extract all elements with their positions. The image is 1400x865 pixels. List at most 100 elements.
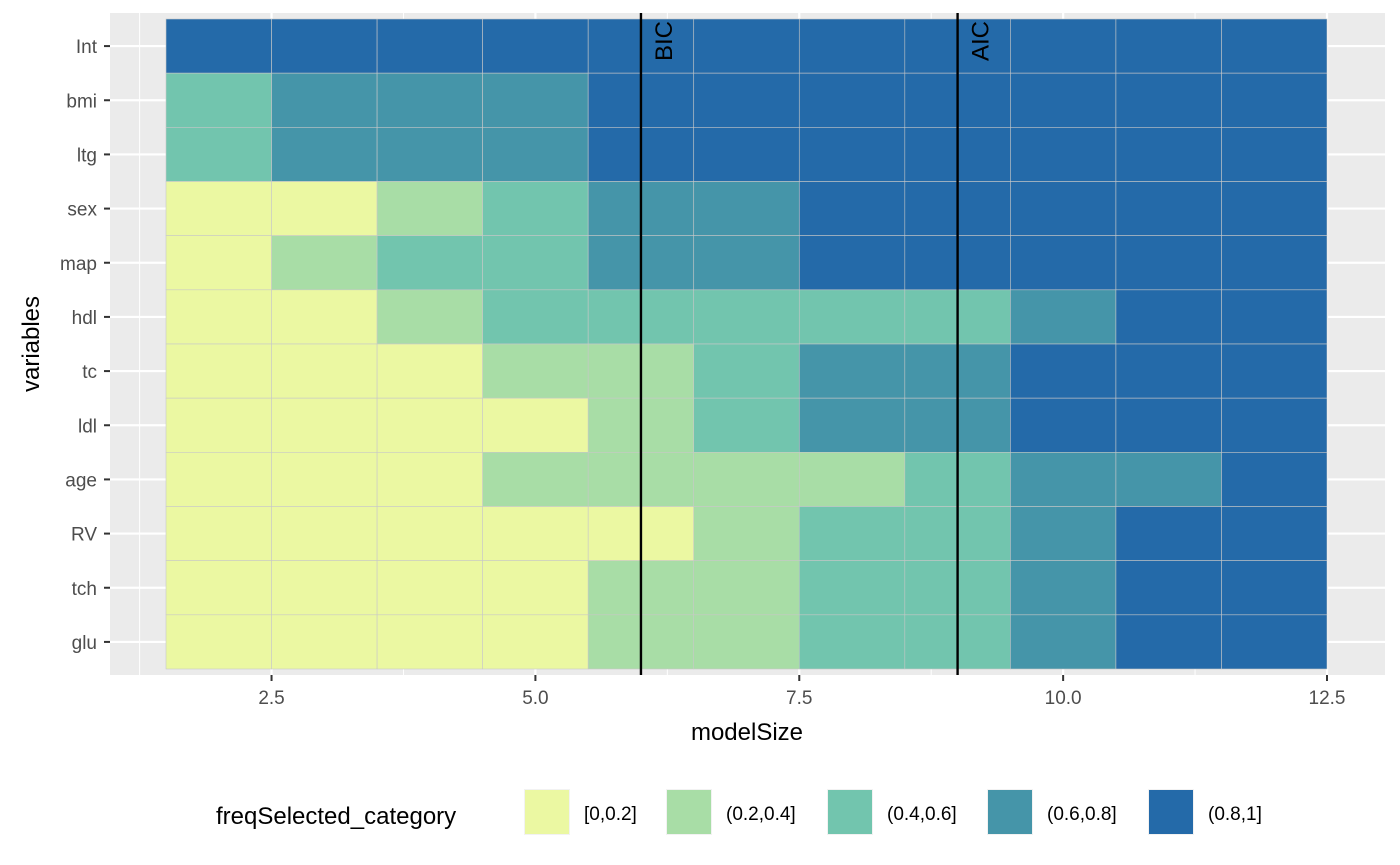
heatmap-cell	[482, 560, 589, 616]
legend-swatch	[828, 790, 872, 834]
y-tick-label: sex	[67, 200, 97, 221]
heatmap-cell	[376, 72, 483, 128]
heatmap-cell	[482, 452, 589, 507]
heatmap-cell	[482, 235, 589, 291]
heatmap-cell	[1221, 72, 1328, 128]
reference-lines: BIC AIC	[639, 13, 995, 675]
x-tick-label: 7.5	[786, 688, 812, 709]
heatmap-cell	[1010, 181, 1117, 236]
y-axis: Int bmi ltg sex map hdl tc ldl age RV tch glu	[60, 37, 110, 654]
y-tick-label: tc	[82, 362, 97, 383]
heatmap-cell	[1115, 506, 1222, 561]
y-tick-label: hdl	[72, 308, 97, 329]
heatmap-cell	[165, 452, 272, 507]
legend-label: [0,0.2]	[584, 804, 637, 825]
heatmap-cell	[165, 72, 272, 128]
heatmap-cell	[798, 397, 906, 453]
heatmap-cell	[271, 452, 378, 507]
heatmap-cell	[482, 614, 589, 670]
heatmap-cell	[798, 72, 906, 128]
heatmap-cell	[1010, 72, 1117, 128]
reference-line-label-aic: AIC	[968, 21, 995, 61]
heatmap-cell	[165, 18, 272, 74]
y-tick-label: Int	[76, 37, 98, 58]
heatmap-cell	[165, 127, 272, 182]
y-tick-label: ltg	[77, 145, 97, 166]
y-tick-label: tch	[72, 579, 97, 600]
heatmap-cell	[271, 506, 378, 561]
heatmap-cell	[1010, 614, 1117, 670]
heatmap-cell	[1010, 127, 1117, 182]
y-tick-label: map	[60, 254, 97, 275]
heatmap-cell	[271, 72, 378, 128]
heatmap-cell	[798, 181, 906, 236]
heatmap-cell	[798, 506, 906, 561]
heatmap-cell	[376, 289, 483, 345]
heatmap-cell	[693, 18, 800, 74]
heatmap-cell	[271, 181, 378, 236]
heatmap-cell	[1115, 343, 1222, 399]
heatmap-cell	[271, 289, 378, 345]
heatmap-cell	[376, 452, 483, 507]
heatmap-cell	[165, 506, 272, 561]
legend-label: (0.8,1]	[1208, 804, 1262, 825]
heatmap-cell	[482, 506, 589, 561]
heatmap-cell	[376, 506, 483, 561]
heatmap-cell	[165, 560, 272, 616]
heatmap-cell	[693, 235, 800, 291]
heatmap-cell	[165, 181, 272, 236]
heatmap-cell	[1115, 181, 1222, 236]
heatmap-cell	[1221, 343, 1328, 399]
heatmap-cell	[798, 18, 906, 74]
heatmap-cell	[271, 127, 378, 182]
heatmap-cell	[693, 127, 800, 182]
y-tick-label: RV	[71, 525, 97, 546]
heatmap-cell	[798, 343, 906, 399]
heatmap-cell	[271, 397, 378, 453]
heatmap-cell	[693, 72, 800, 128]
heatmap-cell	[693, 614, 800, 670]
heatmap-cell	[1115, 614, 1222, 670]
legend-swatch	[1149, 790, 1193, 834]
heatmap-cell	[1221, 397, 1328, 453]
heatmap-cell	[482, 127, 589, 182]
legend: freqSelected_category [0,0.2] (0.2,0.4] (0…	[216, 789, 1262, 835]
heatmap-cell	[1115, 127, 1222, 182]
heatmap-cell	[1221, 181, 1328, 236]
x-tick-label: 12.5	[1309, 688, 1346, 709]
heatmap-cell	[271, 614, 378, 670]
heatmap-cell	[1221, 560, 1328, 616]
heatmap-cell	[376, 397, 483, 453]
heatmap-cell	[1010, 560, 1117, 616]
legend-label: (0.2,0.4]	[726, 804, 796, 825]
x-axis: 2.5 5.0 7.5 10.0 12.5	[258, 675, 1345, 709]
heatmap-cell	[798, 560, 906, 616]
heatmap-cell	[693, 452, 800, 507]
y-tick-label: age	[65, 470, 97, 491]
legend-title: freqSelected_category	[216, 803, 456, 830]
heatmap-cell	[482, 343, 589, 399]
heatmap-cell	[376, 127, 483, 182]
heatmap-cell	[798, 452, 906, 507]
y-tick-label: glu	[72, 633, 97, 654]
heatmap-cell	[165, 397, 272, 453]
heatmap-cell	[165, 235, 272, 291]
heatmap-cell	[1010, 506, 1117, 561]
heatmap-cell	[1221, 289, 1328, 345]
heatmap-cell	[798, 127, 906, 182]
heatmap-cell	[271, 18, 378, 74]
heatmap-cell	[1115, 452, 1222, 507]
heatmap-cell	[1115, 560, 1222, 616]
heatmap-cell	[376, 181, 483, 236]
heatmap-cell	[798, 289, 906, 345]
x-tick-label: 5.0	[522, 688, 548, 709]
heatmap-cell	[798, 614, 906, 670]
y-tick-label: bmi	[66, 91, 97, 112]
heatmap-cell	[271, 560, 378, 616]
heatmap-cell	[1010, 18, 1117, 74]
x-tick-label: 2.5	[258, 688, 284, 709]
legend-swatch	[525, 790, 569, 834]
heatmap-cell	[376, 235, 483, 291]
heatmap-cell	[1115, 18, 1222, 74]
